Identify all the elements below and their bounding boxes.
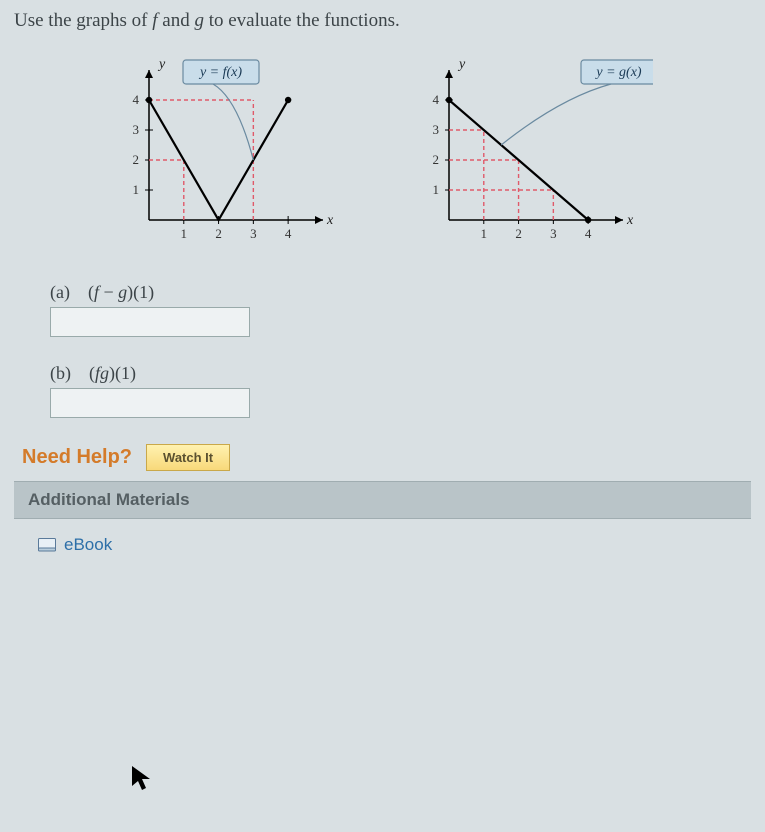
svg-text:x: x bbox=[326, 213, 334, 228]
svg-text:y: y bbox=[157, 57, 166, 72]
graph-g: 1 2 3 4 1 2 3 4 y x y = g(x) bbox=[413, 52, 653, 252]
part-b-label: (b) (fg)(1) bbox=[50, 363, 751, 384]
ebook-icon bbox=[38, 538, 56, 552]
graphs-row: 1 2 3 4 1 2 3 4 y x y = f(x) 1 2 3 4 1 2 3 4 y x y = g(x) bbox=[14, 52, 751, 252]
svg-text:2: 2 bbox=[515, 226, 522, 241]
part-a-g: g bbox=[118, 282, 127, 302]
prompt-mid: and bbox=[158, 10, 195, 31]
prompt-g: g bbox=[194, 10, 204, 31]
part-a: (a) (f − g)(1) bbox=[50, 282, 751, 337]
svg-text:1: 1 bbox=[432, 182, 439, 197]
answer-input-b[interactable] bbox=[50, 388, 250, 418]
svg-text:3: 3 bbox=[250, 226, 257, 241]
answer-input-a[interactable] bbox=[50, 307, 250, 337]
part-b-letter: (b) bbox=[50, 363, 71, 383]
cursor-icon bbox=[130, 764, 154, 792]
part-b-close: )(1) bbox=[109, 363, 136, 383]
part-a-close: )(1) bbox=[127, 282, 154, 302]
need-help-label: Need Help? bbox=[22, 446, 132, 469]
svg-text:4: 4 bbox=[132, 92, 139, 107]
help-row: Need Help? Watch It bbox=[22, 444, 751, 471]
part-a-letter: (a) bbox=[50, 282, 70, 302]
svg-text:1: 1 bbox=[132, 182, 139, 197]
svg-text:x: x bbox=[626, 213, 634, 228]
svg-text:2: 2 bbox=[432, 152, 439, 167]
svg-text:1: 1 bbox=[180, 226, 187, 241]
svg-text:4: 4 bbox=[284, 226, 291, 241]
ebook-link[interactable]: eBook bbox=[64, 535, 112, 555]
watch-it-button[interactable]: Watch It bbox=[146, 444, 230, 471]
svg-text:2: 2 bbox=[132, 152, 139, 167]
ebook-row: eBook bbox=[14, 519, 751, 571]
svg-text:1: 1 bbox=[480, 226, 487, 241]
svg-text:3: 3 bbox=[432, 122, 439, 137]
svg-text:y: y bbox=[457, 57, 466, 72]
part-a-label: (a) (f − g)(1) bbox=[50, 282, 751, 303]
additional-materials-heading: Additional Materials bbox=[14, 481, 751, 519]
svg-text:3: 3 bbox=[132, 122, 139, 137]
svg-text:y = g(x): y = g(x) bbox=[594, 65, 642, 80]
part-b-fg: fg bbox=[95, 363, 109, 383]
svg-text:3: 3 bbox=[550, 226, 557, 241]
part-a-minus: − bbox=[99, 282, 118, 302]
svg-text:4: 4 bbox=[584, 226, 591, 241]
question-prompt: Use the graphs of f and g to evaluate th… bbox=[14, 10, 751, 32]
part-b: (b) (fg)(1) bbox=[50, 363, 751, 418]
graph-f: 1 2 3 4 1 2 3 4 y x y = f(x) bbox=[113, 52, 353, 252]
svg-text:y = f(x): y = f(x) bbox=[197, 65, 241, 80]
svg-text:4: 4 bbox=[432, 92, 439, 107]
prompt-pre: Use the graphs of bbox=[14, 10, 152, 31]
svg-text:2: 2 bbox=[215, 226, 222, 241]
prompt-post: to evaluate the functions. bbox=[204, 10, 400, 31]
